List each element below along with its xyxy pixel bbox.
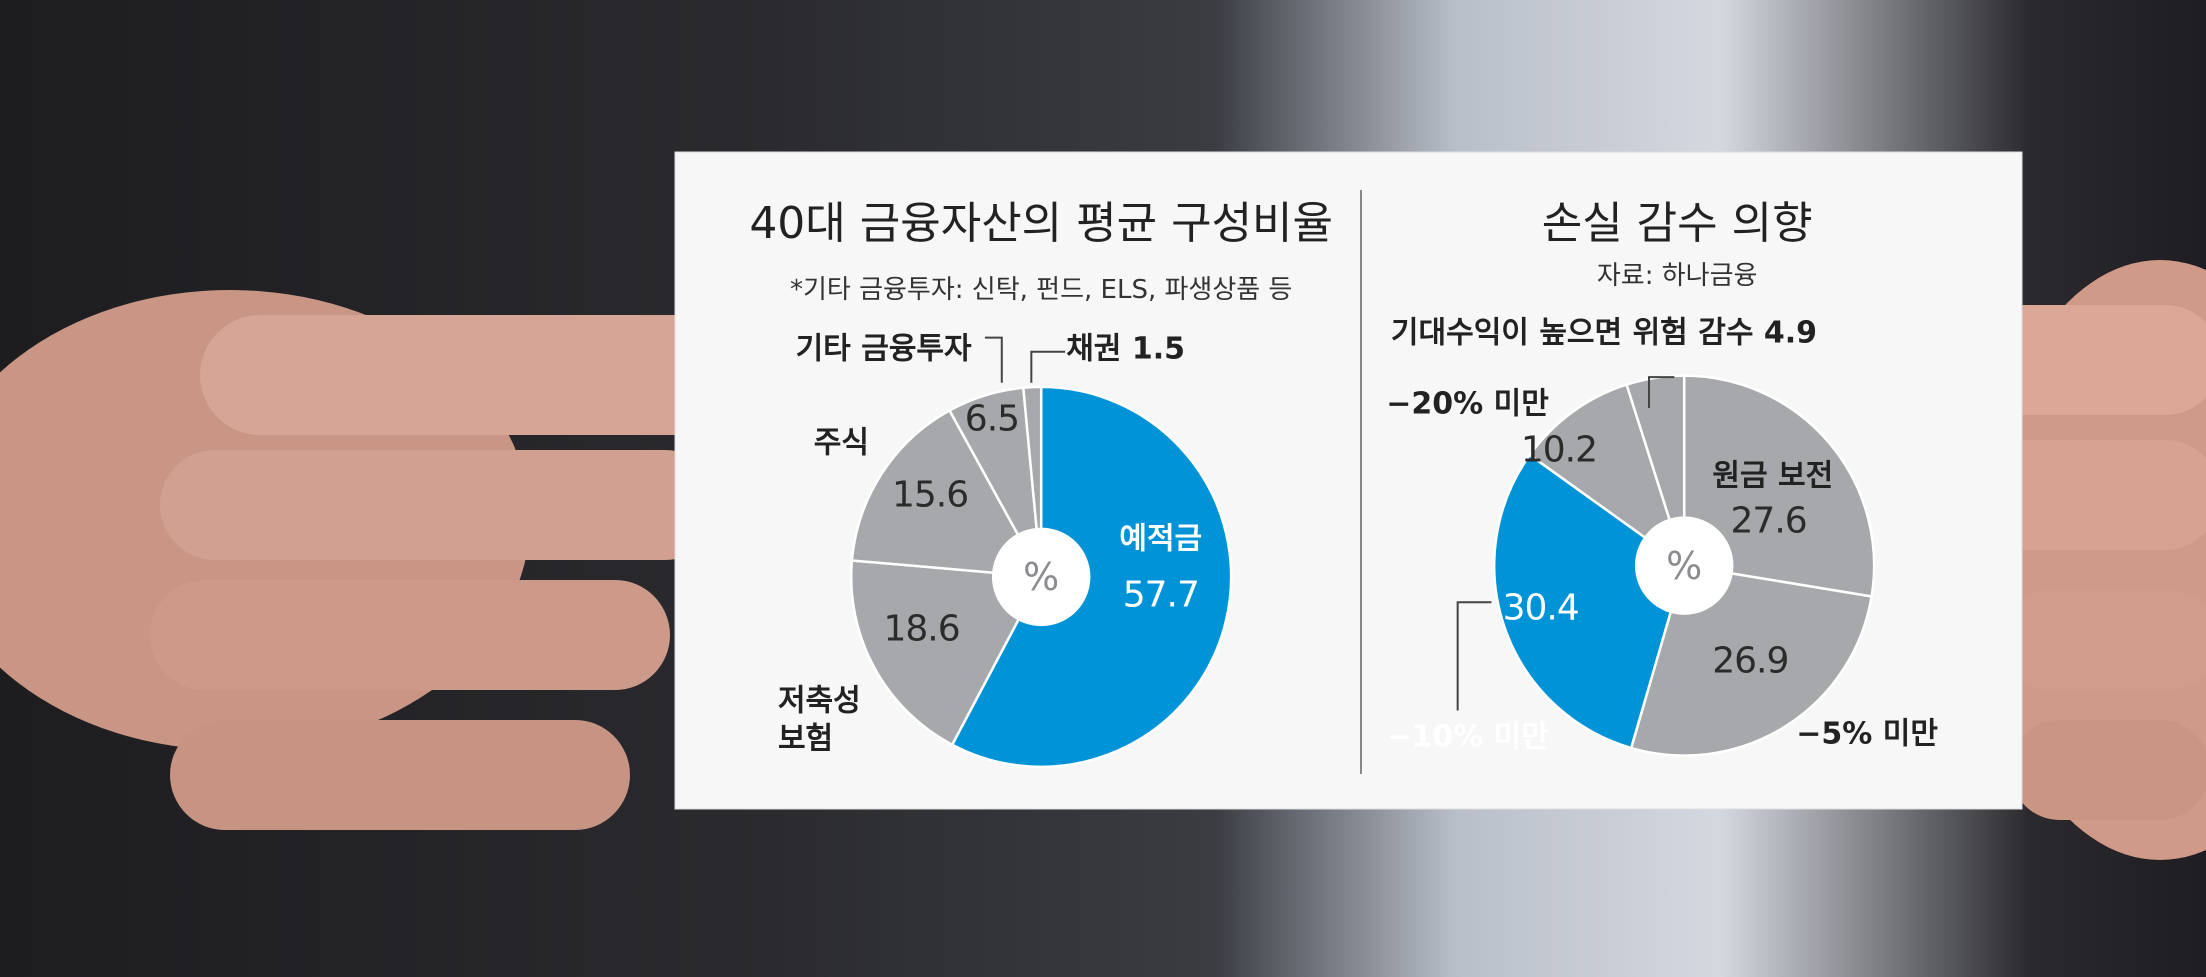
center-label: % xyxy=(1023,554,1060,599)
category-label: 기대수익이 높으면 위험 감수 4.9 xyxy=(1391,315,1817,353)
chart-subtitle: *기타 금융투자: 신탁, 펀드, ELS, 파생상품 등 xyxy=(789,274,1293,305)
left-finger xyxy=(150,580,670,690)
value-label: 15.6 xyxy=(891,474,969,516)
pie-slice xyxy=(850,408,1044,579)
left-finger xyxy=(160,450,720,560)
category-label: 원금 보전 xyxy=(1712,457,1834,493)
category-label: −5% 미만 xyxy=(1796,716,1938,752)
chart-title: 손실 감수 의향 xyxy=(1541,198,1813,250)
value-label: 57.7 xyxy=(1122,574,1200,616)
category-label: −10% 미만 xyxy=(1386,719,1549,755)
category-label: 저축성 보험 xyxy=(777,683,861,757)
category-label: 채권 1.5 xyxy=(1066,330,1185,368)
pie-hole xyxy=(991,527,1091,627)
chart-title: 40대 금융자산의 평균 구성비율 xyxy=(749,198,1334,250)
leader-line xyxy=(1456,601,1492,711)
pie-hole xyxy=(1634,516,1734,615)
chart-subtitle: 자료: 하나금융 xyxy=(1596,260,1758,291)
leader-line xyxy=(1030,350,1066,383)
right-finger xyxy=(2010,720,2206,820)
value-text: 1.5 xyxy=(1131,331,1185,367)
left-finger xyxy=(170,720,630,830)
pie-slice xyxy=(1528,383,1687,569)
category-label: 주식 xyxy=(813,425,869,461)
value-label: 18.6 xyxy=(883,608,961,650)
value-label: 30.4 xyxy=(1502,587,1580,629)
value-label: 6.5 xyxy=(964,398,1020,440)
right-finger xyxy=(2000,590,2206,690)
value-text: 4.9 xyxy=(1763,315,1818,351)
pies xyxy=(850,336,1876,769)
category-text: 채권 xyxy=(1066,331,1122,367)
pie-slice xyxy=(1493,453,1686,750)
left-finger xyxy=(200,315,760,435)
category-label: 기타 금융투자 xyxy=(795,331,972,367)
center-label: % xyxy=(1666,543,1703,588)
leader-line xyxy=(984,336,1003,383)
value-label: 26.9 xyxy=(1712,640,1789,682)
value-label: 27.6 xyxy=(1730,500,1808,542)
category-text: 기대수익이 높으면 위험 감수 xyxy=(1390,315,1754,351)
pie-slice xyxy=(950,385,1233,769)
category-label: 예적금 xyxy=(1119,521,1203,557)
pie-slice xyxy=(1682,374,1876,598)
value-label: 10.2 xyxy=(1520,429,1598,471)
category-label: −20% 미만 xyxy=(1386,386,1549,422)
leader-line xyxy=(1648,376,1675,409)
pie-slice xyxy=(850,559,1044,747)
